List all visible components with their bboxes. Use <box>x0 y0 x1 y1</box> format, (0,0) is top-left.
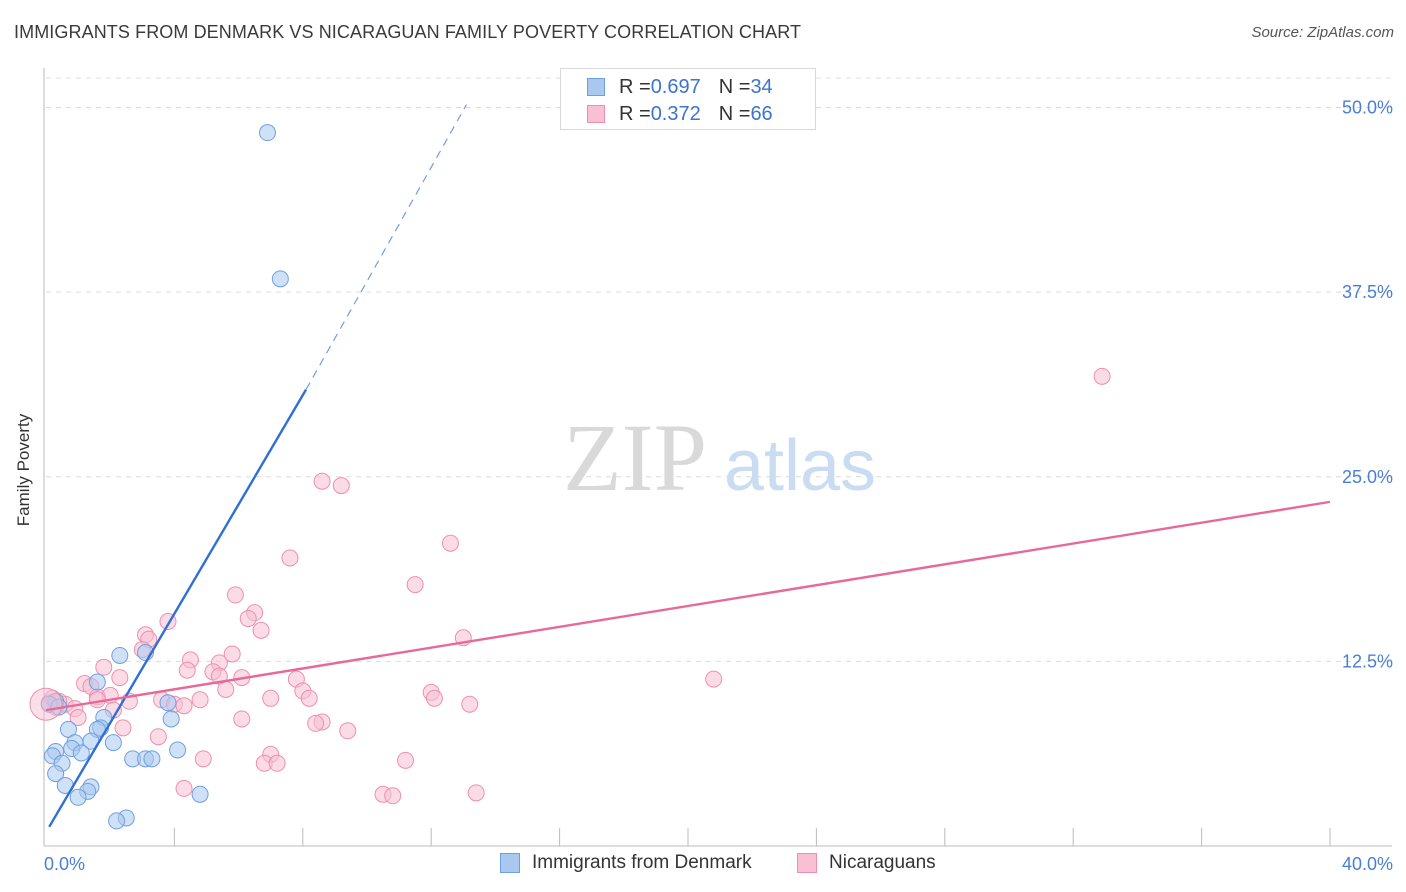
legend-swatch-nicaraguans <box>587 105 605 123</box>
legend-swatch-denmark <box>587 78 605 96</box>
legend-row-denmark: R = 0.697 N = 34 <box>587 75 773 99</box>
point-nicaraguans <box>313 472 331 490</box>
watermark: ZIP atlas <box>563 404 876 511</box>
n-value: 66 <box>750 102 773 125</box>
point-nicaraguans <box>114 719 132 737</box>
point-nicaraguans <box>239 610 257 628</box>
point-nicaraguans <box>262 689 280 707</box>
point-nicaraguans <box>175 697 193 715</box>
point-denmark <box>271 270 289 288</box>
y-tick-label: 12.5% <box>1342 651 1393 671</box>
point-denmark <box>258 124 276 142</box>
y-tick-label: 50.0% <box>1342 98 1393 118</box>
point-denmark <box>72 744 90 762</box>
point-denmark <box>104 734 122 752</box>
point-nicaraguans <box>1093 367 1111 385</box>
point-nicaraguans <box>233 710 251 728</box>
r-value: 0.372 <box>650 102 701 125</box>
point-nicaraguans <box>339 722 357 740</box>
point-nicaraguans <box>332 477 350 495</box>
point-denmark <box>108 812 126 830</box>
point-nicaraguans <box>425 689 443 707</box>
point-denmark <box>159 694 177 712</box>
point-nicaraguans <box>705 670 723 688</box>
point-denmark <box>162 710 180 728</box>
source-credit: Source: ZipAtlas.com <box>1251 24 1394 41</box>
point-nicaraguans <box>191 691 209 709</box>
point-nicaraguans <box>175 779 193 797</box>
r-label: R = <box>619 75 651 98</box>
point-denmark <box>143 750 161 768</box>
trend-lines <box>45 104 1331 828</box>
legend-label: Nicaraguans <box>829 852 936 873</box>
legend-item-denmark[interactable]: Immigrants from Denmark <box>500 852 752 874</box>
point-nicaraguans <box>281 549 299 567</box>
point-nicaraguans <box>178 661 196 679</box>
series-legend: Immigrants from Denmark Nicaraguans <box>0 852 1406 878</box>
x-tick-label: 40.0% <box>1342 854 1393 874</box>
point-denmark <box>169 741 187 759</box>
trend-line-denmark-extension <box>305 104 468 390</box>
legend-swatch-denmark <box>500 853 520 873</box>
x-tick-label: 0.0% <box>44 854 85 874</box>
point-nicaraguans <box>307 714 325 732</box>
r-label: R = <box>619 102 651 125</box>
point-nicaraguans <box>461 695 479 713</box>
point-nicaraguans <box>69 709 87 727</box>
n-label: N = <box>718 102 751 125</box>
point-nicaraguans <box>384 787 402 805</box>
legend-item-nicaraguans[interactable]: Nicaraguans <box>797 852 936 874</box>
point-nicaraguans <box>223 645 241 663</box>
legend-row-nicaraguans: R = 0.372 N = 66 <box>587 102 773 126</box>
point-denmark <box>88 673 106 691</box>
y-tick-label: 37.5% <box>1342 282 1393 302</box>
axes <box>43 68 1392 847</box>
point-nicaraguans <box>300 689 318 707</box>
point-nicaraguans <box>406 576 424 594</box>
stats-legend: R = 0.697 N = 34 R = 0.372 N = 66 <box>560 68 816 130</box>
point-nicaraguans <box>226 586 244 604</box>
point-denmark <box>111 646 129 664</box>
legend-label: Immigrants from Denmark <box>532 852 752 873</box>
point-nicaraguans <box>252 621 270 639</box>
point-nicaraguans <box>194 750 212 768</box>
point-nicaraguans <box>95 658 113 676</box>
point-denmark <box>69 788 87 806</box>
point-nicaraguans <box>441 534 459 552</box>
grid-lines <box>46 77 1392 662</box>
point-nicaraguans <box>217 680 235 698</box>
watermark-atlas: atlas <box>724 426 876 506</box>
tick-labels: 12.5% 25.0% 37.5% 50.0% 0.0% 40.0% <box>44 98 1393 874</box>
point-denmark <box>191 785 209 803</box>
point-nicaraguans <box>467 784 485 802</box>
trend-line-nicaraguans <box>45 500 1331 712</box>
point-nicaraguans-large <box>29 687 63 721</box>
point-nicaraguans <box>397 751 415 769</box>
y-tick-label: 25.0% <box>1342 467 1393 487</box>
r-value: 0.697 <box>650 75 701 98</box>
chart-title: IMMIGRANTS FROM DENMARK VS NICARAGUAN FA… <box>14 22 802 42</box>
point-nicaraguans <box>268 754 286 772</box>
point-nicaraguans <box>149 728 167 746</box>
point-denmark <box>47 765 65 783</box>
watermark-zip: ZIP <box>563 404 707 511</box>
point-nicaraguans <box>111 669 129 687</box>
legend-swatch-nicaraguans <box>797 853 817 873</box>
n-value: 34 <box>750 75 773 98</box>
n-label: N = <box>718 75 751 98</box>
trend-line-denmark <box>48 389 308 828</box>
